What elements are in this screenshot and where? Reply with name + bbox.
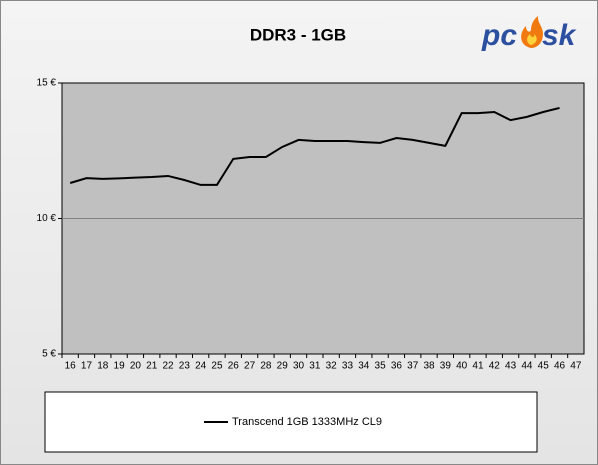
x-tick-label: 39 <box>440 361 452 372</box>
x-tick-label: 16 <box>65 361 77 372</box>
y-tick-label: 15 € <box>37 78 57 89</box>
x-tick-label: 46 <box>554 361 566 372</box>
x-tick-label: 47 <box>570 361 582 372</box>
x-tick-label: 38 <box>423 361 435 372</box>
x-tick-label: 23 <box>179 361 191 372</box>
x-tick-label: 42 <box>489 361 501 372</box>
logo-flame-core <box>527 34 537 45</box>
x-tick-label: 19 <box>114 361 126 372</box>
x-tick-label: 32 <box>326 361 338 372</box>
x-tick-label: 18 <box>97 361 109 372</box>
x-tick-label: 30 <box>293 361 305 372</box>
x-tick-label: 27 <box>244 361 256 372</box>
x-tick-label: 20 <box>130 361 142 372</box>
x-tick-label: 37 <box>407 361 419 372</box>
x-tick-label: 21 <box>146 361 158 372</box>
x-tick-label: 22 <box>162 361 174 372</box>
logo-flame <box>521 16 544 48</box>
x-tick-label: 26 <box>228 361 240 372</box>
x-tick-label: 34 <box>358 361 370 372</box>
x-tick-label: 43 <box>505 361 517 372</box>
x-tick-label: 29 <box>277 361 289 372</box>
x-tick-label: 35 <box>375 361 387 372</box>
x-tick-label: 17 <box>81 361 93 372</box>
x-tick-label: 25 <box>211 361 223 372</box>
logo-text: sk <box>542 19 577 52</box>
x-tick-label: 45 <box>538 361 550 372</box>
legend-label: Transcend 1GB 1333MHz CL9 <box>232 416 382 428</box>
x-tick-label: 40 <box>456 361 468 372</box>
chart-title: DDR3 - 1GB <box>250 25 346 44</box>
x-tick-label: 31 <box>309 361 321 372</box>
line-series <box>69 106 560 186</box>
logo-text: pc <box>481 19 517 52</box>
logo: pc sk <box>481 16 577 52</box>
x-tick-label: 24 <box>195 361 207 372</box>
x-tick-label: 28 <box>260 361 272 372</box>
x-tick-label: 36 <box>391 361 403 372</box>
x-tick-label: 33 <box>342 361 354 372</box>
legend <box>44 391 538 453</box>
x-tick-label: 44 <box>521 361 533 372</box>
y-tick-label: 10 € <box>37 213 57 224</box>
x-tick-label: 41 <box>472 361 484 372</box>
y-tick-label: 5 € <box>42 349 56 360</box>
